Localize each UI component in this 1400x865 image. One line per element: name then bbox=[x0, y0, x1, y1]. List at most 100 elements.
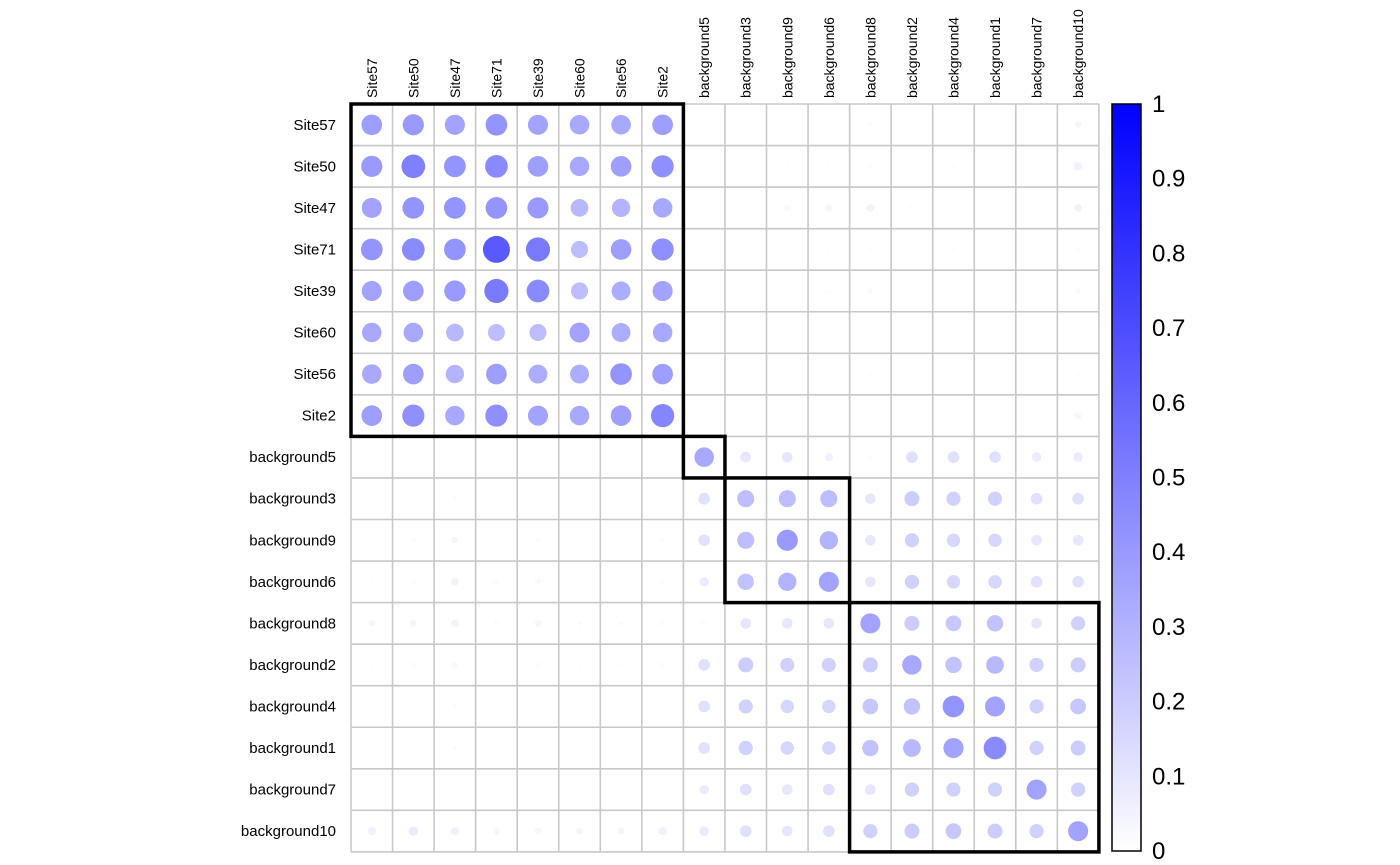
legend-tick-label: 0.5 bbox=[1152, 465, 1185, 492]
corr-circle-site47-background3 bbox=[744, 206, 748, 210]
corr-circle-background8-background8 bbox=[860, 613, 881, 634]
corr-circle-site57-site39 bbox=[527, 114, 549, 135]
corr-circle-background1-background1 bbox=[983, 736, 1007, 760]
row-label-site47: Site47 bbox=[293, 200, 336, 217]
row-label-background8: background8 bbox=[249, 615, 336, 632]
row-label-site57: Site57 bbox=[293, 117, 336, 134]
corr-circle-site56-site56 bbox=[610, 363, 632, 385]
corr-circle-site57-background8 bbox=[868, 122, 873, 128]
corr-circle-background5-background8 bbox=[868, 454, 873, 460]
corr-circle-site47-site39 bbox=[527, 197, 549, 219]
corr-circle-background6-site39 bbox=[535, 578, 541, 585]
corr-circle-background1-background8 bbox=[862, 739, 879, 757]
row-label-site50: Site50 bbox=[293, 158, 336, 175]
corr-circle-site2-background2 bbox=[910, 413, 914, 418]
corr-circle-site57-background4 bbox=[951, 123, 956, 127]
corr-circle-site50-background4 bbox=[951, 164, 956, 168]
corr-circle-background9-site60 bbox=[577, 538, 582, 542]
col-label-site56: Site56 bbox=[613, 58, 629, 98]
corr-circle-background3-background8 bbox=[865, 493, 876, 505]
corr-circle-site56-site50 bbox=[403, 363, 424, 385]
corr-circle-site39-site39 bbox=[526, 279, 550, 303]
corr-circle-background2-site57 bbox=[370, 663, 374, 667]
corr-circle-background1-background9 bbox=[780, 741, 794, 755]
corr-circle-background8-site47 bbox=[451, 619, 459, 628]
corr-circle-site57-site60 bbox=[569, 115, 590, 135]
corr-circle-site50-site39 bbox=[527, 156, 549, 177]
corr-circle-background10-background7 bbox=[1029, 824, 1044, 839]
corr-circle-background6-site50 bbox=[410, 579, 416, 585]
corr-circle-background6-background3 bbox=[737, 573, 754, 591]
corr-circle-site57-site2 bbox=[652, 114, 673, 136]
corr-circle-site56-site60 bbox=[570, 364, 589, 384]
corr-circle-background4-background9 bbox=[780, 699, 794, 714]
col-label-site50: Site50 bbox=[405, 58, 421, 98]
corr-circle-background7-background8 bbox=[865, 784, 876, 795]
corr-circle-background9-site2 bbox=[660, 537, 665, 543]
corr-circle-background4-site57 bbox=[370, 704, 374, 709]
corr-circle-site47-site71 bbox=[485, 197, 508, 219]
corr-circle-background1-background5 bbox=[698, 742, 710, 754]
cluster-box-3 bbox=[723, 476, 852, 605]
corr-circle-site71-site2 bbox=[651, 238, 674, 261]
corr-circle-background5-background5 bbox=[694, 447, 714, 467]
corr-circle-site60-background8 bbox=[868, 330, 873, 335]
corr-circle-background8-background2 bbox=[904, 615, 920, 631]
col-label-background3: background3 bbox=[738, 17, 754, 98]
col-label-site71: Site71 bbox=[488, 58, 504, 98]
corr-circle-site47-background4 bbox=[951, 206, 956, 210]
corr-circle-site56-site39 bbox=[528, 364, 548, 384]
corr-circle-site60-site39 bbox=[529, 323, 547, 342]
corr-circle-site2-site39 bbox=[527, 405, 549, 426]
corr-circle-site2-site56 bbox=[610, 405, 632, 426]
row-label-site2: Site2 bbox=[302, 408, 336, 425]
corr-circle-background8-background9 bbox=[781, 618, 793, 629]
corr-circle-background7-background4 bbox=[946, 782, 961, 797]
corr-circle-background3-background10 bbox=[1072, 492, 1084, 505]
corr-circle-background9-background10 bbox=[1072, 534, 1084, 546]
corr-circle-site2-background9 bbox=[785, 413, 789, 418]
circle-layer bbox=[360, 113, 1089, 842]
corr-circle-background9-background7 bbox=[1031, 534, 1042, 546]
corr-circle-background4-background7 bbox=[1029, 699, 1044, 714]
corr-circle-background4-site2 bbox=[660, 704, 665, 709]
corr-circle-background8-background3 bbox=[740, 618, 752, 629]
corr-circle-background10-background6 bbox=[823, 825, 835, 837]
corr-circle-background9-background8 bbox=[865, 534, 876, 546]
col-label-site60: Site60 bbox=[572, 58, 588, 98]
legend-tick-label: 0.1 bbox=[1152, 763, 1185, 790]
corr-circle-site50-site60 bbox=[569, 156, 590, 177]
corr-circle-background10-site56 bbox=[617, 827, 625, 835]
corr-circle-background10-background8 bbox=[863, 824, 878, 839]
corr-circle-background3-background2 bbox=[904, 491, 920, 507]
corr-circle-site57-site57 bbox=[361, 114, 383, 136]
corr-circle-site60-site56 bbox=[611, 323, 631, 342]
corr-circle-background1-site39 bbox=[536, 746, 540, 750]
corr-circle-background7-background3 bbox=[739, 783, 752, 796]
corr-circle-background1-background3 bbox=[738, 740, 753, 756]
corr-circle-site39-site2 bbox=[652, 280, 673, 302]
corr-circle-background8-background6 bbox=[823, 618, 835, 629]
corr-circle-site57-site71 bbox=[485, 113, 508, 136]
corr-circle-background2-background5 bbox=[698, 659, 710, 671]
corr-circle-background10-site60 bbox=[576, 827, 583, 835]
corr-circle-background10-background2 bbox=[904, 823, 920, 839]
corr-circle-background8-background7 bbox=[1031, 618, 1042, 629]
corr-circle-site57-background2 bbox=[910, 123, 914, 127]
row-label-background6: background6 bbox=[249, 574, 336, 591]
corr-circle-background8-site50 bbox=[409, 620, 417, 627]
corr-circle-background6-background10 bbox=[1072, 576, 1084, 588]
corr-circle-background3-background1 bbox=[987, 491, 1003, 506]
corr-circle-background2-site60 bbox=[577, 663, 582, 667]
corr-circle-site56-background10 bbox=[1076, 372, 1080, 376]
corr-circle-site2-site2 bbox=[651, 404, 675, 428]
corr-circle-site50-site71 bbox=[485, 154, 508, 178]
row-label-background9: background9 bbox=[249, 532, 336, 549]
corr-circle-background10-background9 bbox=[781, 825, 793, 837]
cluster-layer bbox=[349, 102, 1101, 854]
corr-circle-site39-background6 bbox=[826, 288, 832, 294]
corr-circle-background6-background2 bbox=[904, 574, 920, 589]
row-label-background7: background7 bbox=[249, 782, 336, 799]
corr-circle-site39-site47 bbox=[444, 280, 466, 302]
